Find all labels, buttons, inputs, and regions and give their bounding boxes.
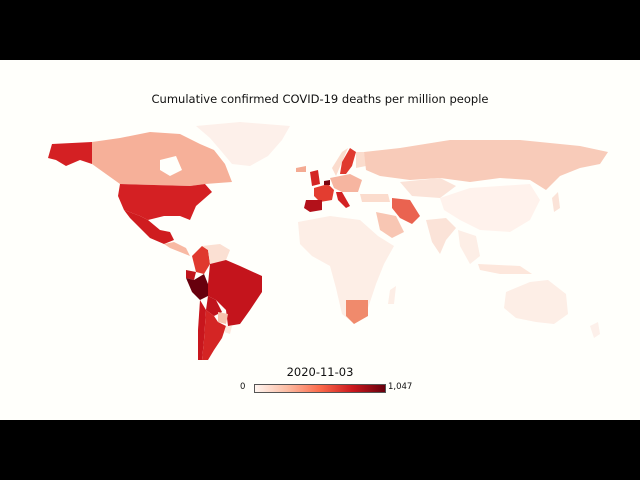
- colorbar-min-label: 0: [240, 382, 246, 392]
- region-south-africa: [346, 300, 368, 324]
- region-bolivia: [206, 296, 222, 316]
- region-india: [426, 218, 456, 254]
- region-norway: [332, 148, 348, 176]
- region-venezuela: [202, 244, 230, 264]
- colorbar: 0 1,047: [240, 382, 420, 394]
- region-turkey: [360, 194, 390, 202]
- region-sweden: [340, 148, 356, 174]
- region-russia: [364, 140, 608, 190]
- region-uruguay: [224, 326, 232, 334]
- region-finland: [356, 152, 366, 168]
- date-label: 2020-11-03: [286, 365, 354, 379]
- region-saudi-arabia: [376, 212, 404, 238]
- region-kazakhstan: [400, 178, 456, 198]
- region-japan: [552, 192, 560, 212]
- chart-title: Cumulative confirmed COVID-19 deaths per…: [151, 92, 489, 106]
- region-ecuador: [186, 270, 196, 280]
- region-united-states: [118, 184, 212, 220]
- colorbar-gradient: [254, 384, 386, 393]
- region-new-zealand: [590, 322, 600, 338]
- chart-frame: Cumulative confirmed COVID-19 deaths per…: [0, 60, 640, 420]
- region-iran: [392, 198, 420, 224]
- region-alaska: [48, 142, 92, 166]
- region-chile: [198, 300, 206, 360]
- region-peru: [186, 274, 208, 300]
- region-belgium: [324, 180, 330, 185]
- region-greenland: [196, 122, 290, 166]
- region-indonesia: [478, 264, 532, 274]
- region-central-america: [164, 242, 190, 256]
- region-china: [440, 184, 540, 232]
- region-mexico: [124, 210, 174, 244]
- region-united-kingdom: [310, 170, 320, 186]
- world-choropleth-map: [48, 122, 608, 360]
- region-africa: [298, 216, 394, 322]
- region-italy: [336, 192, 350, 208]
- region-argentina: [202, 310, 226, 360]
- region-brazil: [208, 260, 262, 326]
- region-madagascar: [388, 286, 396, 304]
- region-southeast-asia: [458, 230, 480, 264]
- region-australia: [504, 280, 568, 324]
- region-canada: [92, 132, 232, 186]
- region-france: [314, 184, 334, 202]
- colorbar-max-label: 1,047: [388, 382, 413, 392]
- region-colombia: [192, 246, 210, 274]
- region-spain: [304, 200, 322, 212]
- region-iceland: [296, 166, 306, 172]
- region-paraguay: [218, 312, 228, 324]
- region-central-europe: [330, 174, 362, 192]
